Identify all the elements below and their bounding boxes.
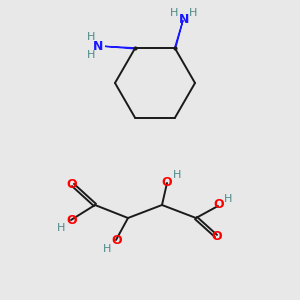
Text: O: O	[214, 199, 224, 212]
Text: O: O	[67, 214, 77, 227]
Text: O: O	[112, 235, 122, 248]
Text: H: H	[173, 170, 181, 180]
Polygon shape	[105, 46, 135, 49]
Polygon shape	[175, 20, 183, 49]
Text: H: H	[87, 32, 95, 42]
Text: H: H	[57, 223, 65, 233]
Text: H: H	[103, 244, 111, 254]
Text: O: O	[67, 178, 77, 190]
Text: O: O	[212, 230, 222, 244]
Text: O: O	[162, 176, 172, 188]
Text: N: N	[93, 40, 103, 53]
Text: H: H	[189, 8, 197, 18]
Text: H: H	[224, 194, 232, 204]
Text: H: H	[170, 8, 178, 18]
Text: N: N	[179, 13, 189, 26]
Text: H: H	[87, 50, 95, 60]
